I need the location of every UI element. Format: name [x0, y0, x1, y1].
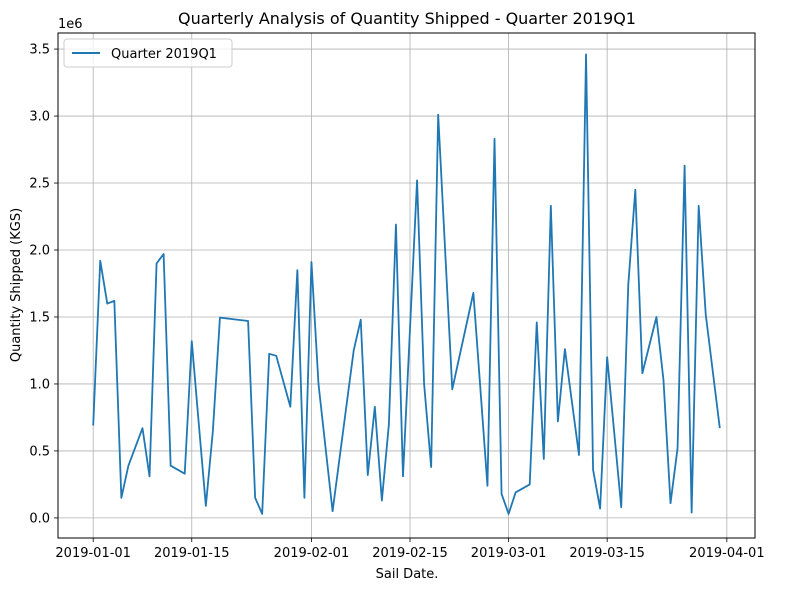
x-tick-label: 2019-01-01 [55, 546, 131, 561]
chart-title: Quarterly Analysis of Quantity Shipped -… [178, 9, 636, 28]
plot-area [57, 32, 756, 539]
x-tick-label: 2019-03-15 [569, 546, 645, 561]
y-tick-label: 1.0 [29, 377, 50, 392]
x-tick-label: 2019-02-15 [372, 546, 448, 561]
y-tick-label: 0.0 [29, 511, 50, 526]
x-axis: 2019-01-01 2019-01-15 2019-02-01 2019-02-15… [55, 538, 765, 561]
y-tick-label: 0.5 [29, 444, 50, 459]
y-tick-label: 1.5 [29, 310, 50, 325]
legend-label: Quarter 2019Q1 [111, 47, 217, 62]
legend-box [63, 38, 233, 68]
x-axis-label: Sail Date. [376, 567, 439, 582]
y-axis-offset-label: 1e6 [58, 17, 83, 32]
y-tick-label: 2.0 [29, 244, 50, 259]
series-layer [92, 53, 721, 515]
y-axis: 0.0 0.5 1.0 1.5 2.0 2.5 3.0 3.5 [29, 43, 58, 526]
y-tick-label: 3.0 [29, 110, 50, 125]
y-tick-label: 3.5 [29, 43, 50, 58]
grid-lines [58, 33, 755, 538]
y-tick-label: 2.5 [29, 177, 50, 192]
x-tick-label: 2019-01-15 [154, 546, 230, 561]
legend: Quarter 2019Q1 [63, 38, 233, 68]
series-line [92, 53, 721, 515]
x-tick-label: 2019-03-01 [471, 546, 547, 561]
y-axis-label: Quantity Shipped (KGS) [9, 208, 24, 362]
x-tick-label: 2019-04-01 [689, 546, 765, 561]
x-tick-label: 2019-02-01 [274, 546, 350, 561]
